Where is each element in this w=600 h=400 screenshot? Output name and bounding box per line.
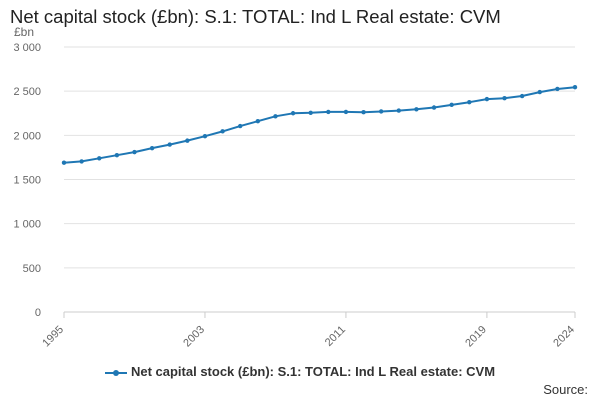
data-point [414, 107, 419, 112]
data-point [555, 86, 560, 92]
data-point [149, 145, 155, 151]
x-tick-label: 2024 [551, 324, 577, 350]
source-label: Source: [543, 382, 588, 397]
data-point [449, 102, 454, 108]
y-tick-label: 2 500 [13, 86, 41, 98]
x-tick-label: 1995 [40, 324, 66, 350]
data-point [114, 153, 120, 158]
y-tick-label: 1 000 [13, 219, 41, 231]
data-point [572, 84, 578, 90]
data-point [396, 108, 401, 113]
data-point [132, 149, 137, 155]
x-tick-label: 2011 [323, 324, 348, 349]
data-point [97, 156, 102, 161]
data-point [502, 96, 507, 101]
data-point [378, 109, 384, 114]
y-tick-label: 2 000 [13, 130, 41, 142]
data-point [220, 129, 225, 134]
data-point [431, 105, 437, 110]
x-tick-labels: 1995 2003 2011 2019 2024 [40, 324, 577, 350]
chart-title: Net capital stock (£bn): S.1: TOTAL: Ind… [10, 6, 501, 27]
data-point [467, 100, 472, 105]
y-tick-label: 0 [35, 307, 41, 319]
x-tick-label: 2019 [463, 324, 489, 350]
data-point [308, 110, 313, 116]
data-point [202, 134, 208, 139]
y-tick-labels: 0 500 1 000 1 500 2 000 2 500 3 000 [13, 42, 41, 319]
legend-marker-icon [104, 368, 127, 378]
x-tick-label: 2003 [181, 324, 207, 350]
data-point [167, 142, 172, 147]
legend-label: Net capital stock (£bn): S.1: TOTAL: Ind… [130, 364, 496, 379]
data-point [255, 119, 261, 124]
data-point [519, 93, 525, 99]
data-point [79, 159, 84, 164]
axes [63, 311, 576, 318]
series-line [63, 86, 576, 164]
data-point [61, 160, 67, 165]
gridlines [64, 46, 575, 269]
data-point [185, 138, 190, 143]
y-tick-label: 500 [23, 263, 41, 275]
data-point [361, 109, 366, 115]
y-tick-label: 1 500 [13, 175, 41, 187]
data-point [290, 111, 296, 116]
data-point [343, 109, 349, 115]
series-layer [61, 84, 578, 165]
data-point [326, 109, 331, 115]
legend[interactable]: Net capital stock (£bn): S.1: TOTAL: Ind… [0, 364, 600, 379]
data-point [238, 123, 243, 129]
y-tick-label: 3 000 [13, 42, 41, 54]
data-point [484, 96, 490, 102]
data-point [273, 114, 278, 119]
data-point [537, 89, 542, 95]
y-axis-label: £bn [14, 25, 34, 39]
